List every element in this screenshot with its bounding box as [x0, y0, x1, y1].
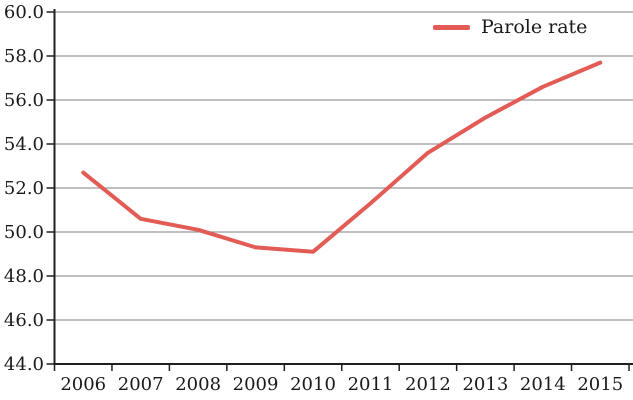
x-tick-label: 2008: [175, 374, 221, 395]
x-tick-label: 2012: [405, 374, 451, 395]
y-tick-label: 48.0: [4, 266, 44, 287]
y-tick-label: 52.0: [4, 178, 44, 199]
x-tick-label: 2006: [60, 374, 106, 395]
x-tick-label: 2014: [520, 374, 566, 395]
y-tick-label: 44.0: [4, 354, 44, 375]
y-tick-label: 46.0: [4, 310, 44, 331]
legend-line-swatch: [433, 24, 470, 30]
legend-label: Parole rate: [481, 16, 588, 38]
y-tick-label: 60.0: [4, 2, 44, 23]
legend: Parole rate: [433, 16, 587, 38]
x-tick-label: 2007: [118, 374, 164, 395]
y-tick-label: 50.0: [4, 222, 44, 243]
y-tick-label: 54.0: [4, 134, 44, 155]
y-tick-label: 56.0: [4, 90, 44, 111]
x-tick-label: 2013: [462, 374, 508, 395]
parole-rate-line: [81, 60, 603, 254]
x-tick-label: 2009: [233, 374, 279, 395]
x-tick-label: 2011: [348, 374, 394, 395]
y-tick-label: 58.0: [4, 46, 44, 67]
x-tick-label: 2015: [577, 374, 623, 395]
x-tick-label: 2010: [290, 374, 336, 395]
